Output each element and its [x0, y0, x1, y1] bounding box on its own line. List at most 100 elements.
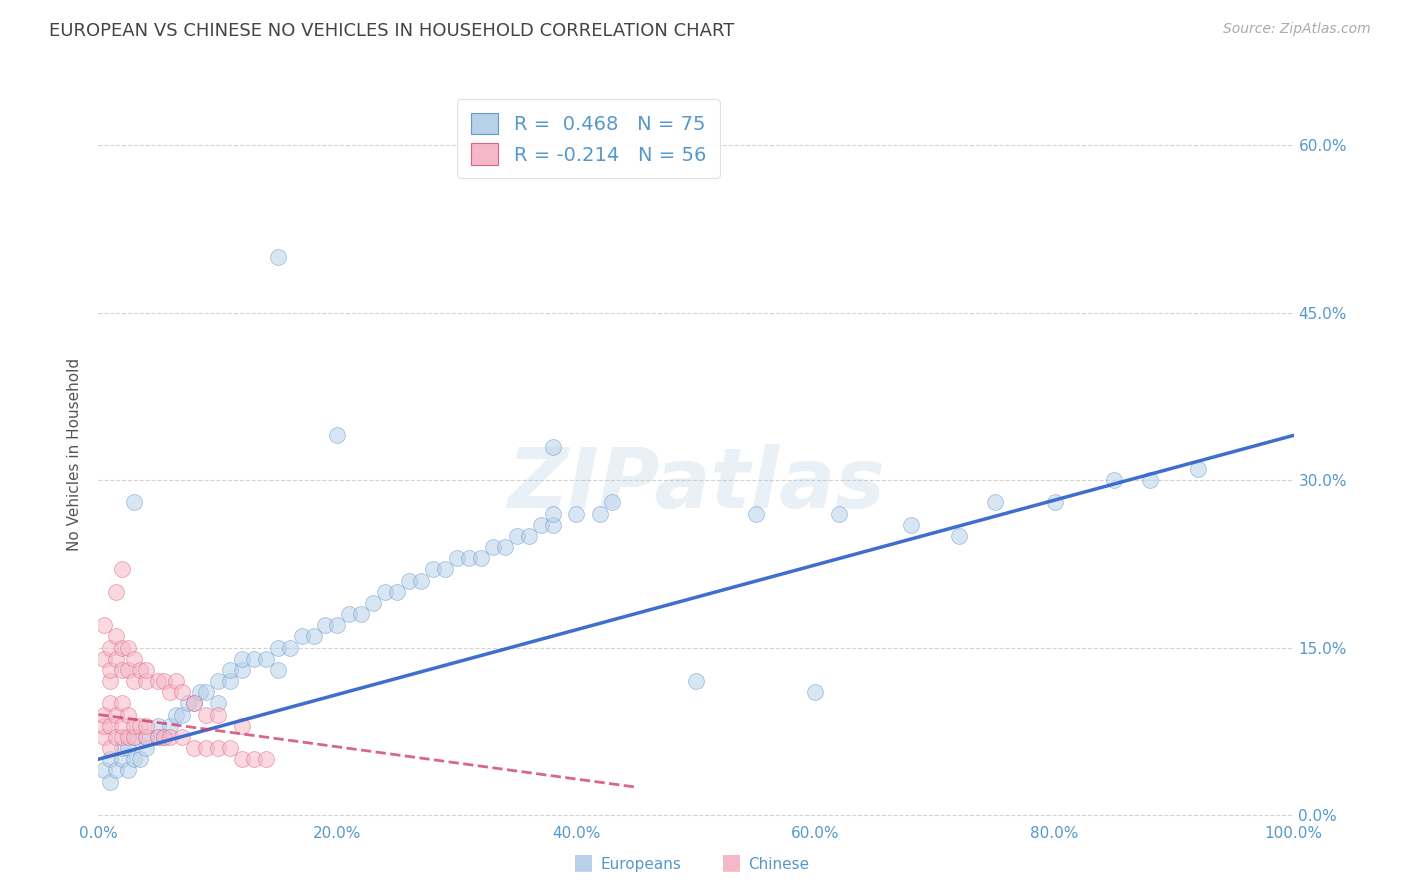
Point — [117, 640, 139, 655]
Point — [422, 562, 444, 576]
Point — [350, 607, 373, 621]
Point — [153, 730, 176, 744]
Point — [804, 685, 827, 699]
Point — [105, 651, 128, 665]
Point — [589, 507, 612, 521]
Point — [148, 730, 170, 744]
Point — [105, 707, 128, 722]
Point — [105, 584, 128, 599]
Point — [117, 764, 139, 778]
Y-axis label: No Vehicles in Household: No Vehicles in Household — [67, 359, 83, 551]
Point — [530, 517, 553, 532]
Point — [254, 752, 277, 766]
Point — [565, 507, 588, 521]
Point — [159, 685, 181, 699]
Point — [195, 707, 218, 722]
Point — [124, 674, 146, 689]
Point — [541, 507, 564, 521]
Point — [98, 752, 122, 766]
Point — [231, 752, 253, 766]
Point — [111, 640, 134, 655]
Point — [124, 495, 146, 509]
Text: EUROPEAN VS CHINESE NO VEHICLES IN HOUSEHOLD CORRELATION CHART: EUROPEAN VS CHINESE NO VEHICLES IN HOUSE… — [49, 22, 734, 40]
Point — [434, 562, 457, 576]
Point — [267, 640, 290, 655]
Point — [602, 495, 624, 509]
Point — [98, 774, 122, 789]
Point — [117, 707, 139, 722]
Point — [159, 719, 181, 733]
Point — [195, 685, 218, 699]
Point — [195, 741, 218, 756]
Point — [1104, 473, 1126, 487]
Point — [900, 517, 922, 532]
Point — [470, 551, 492, 566]
Point — [93, 719, 115, 733]
Point — [177, 697, 200, 711]
Point — [339, 607, 361, 621]
Point — [172, 685, 194, 699]
Point — [98, 663, 122, 677]
Point — [105, 764, 128, 778]
Point — [172, 707, 194, 722]
Point — [948, 529, 970, 543]
Point — [458, 551, 481, 566]
Point — [98, 741, 122, 756]
Point — [219, 741, 242, 756]
Point — [117, 741, 139, 756]
Text: Chinese: Chinese — [748, 857, 808, 872]
Point — [243, 752, 266, 766]
Point — [124, 752, 146, 766]
Text: Source: ZipAtlas.com: Source: ZipAtlas.com — [1223, 22, 1371, 37]
Point — [129, 752, 152, 766]
Point — [385, 584, 409, 599]
Point — [98, 719, 122, 733]
Point — [135, 730, 157, 744]
Point — [494, 540, 516, 554]
Point — [315, 618, 337, 632]
Point — [93, 764, 115, 778]
Point — [153, 674, 176, 689]
Point — [153, 730, 176, 744]
Text: ZIPatlas: ZIPatlas — [508, 443, 884, 524]
Point — [1187, 462, 1209, 476]
Point — [363, 596, 385, 610]
Point — [207, 707, 229, 722]
Point — [124, 719, 146, 733]
Point — [745, 507, 768, 521]
Point — [446, 551, 468, 566]
Point — [129, 663, 152, 677]
Point — [117, 663, 139, 677]
Point — [111, 697, 134, 711]
Point — [231, 719, 253, 733]
Point — [105, 730, 128, 744]
Point — [254, 651, 277, 665]
Point — [124, 730, 146, 744]
Text: ■: ■ — [721, 853, 741, 872]
Point — [984, 495, 1007, 509]
Point — [117, 730, 139, 744]
Text: ■: ■ — [574, 853, 593, 872]
Point — [398, 574, 420, 588]
Point — [98, 674, 122, 689]
Point — [231, 651, 253, 665]
Point — [148, 674, 170, 689]
Point — [165, 674, 187, 689]
Point — [183, 741, 205, 756]
Point — [135, 663, 157, 677]
Point — [105, 629, 128, 643]
Point — [219, 674, 242, 689]
Point — [135, 719, 157, 733]
Point — [207, 741, 229, 756]
Point — [243, 651, 266, 665]
Point — [111, 719, 134, 733]
Point — [374, 584, 396, 599]
Point — [231, 663, 253, 677]
Point — [183, 697, 205, 711]
Point — [267, 250, 290, 264]
Point — [135, 674, 157, 689]
Point — [148, 719, 170, 733]
Text: Europeans: Europeans — [600, 857, 682, 872]
Point — [135, 741, 157, 756]
Point — [481, 540, 505, 554]
